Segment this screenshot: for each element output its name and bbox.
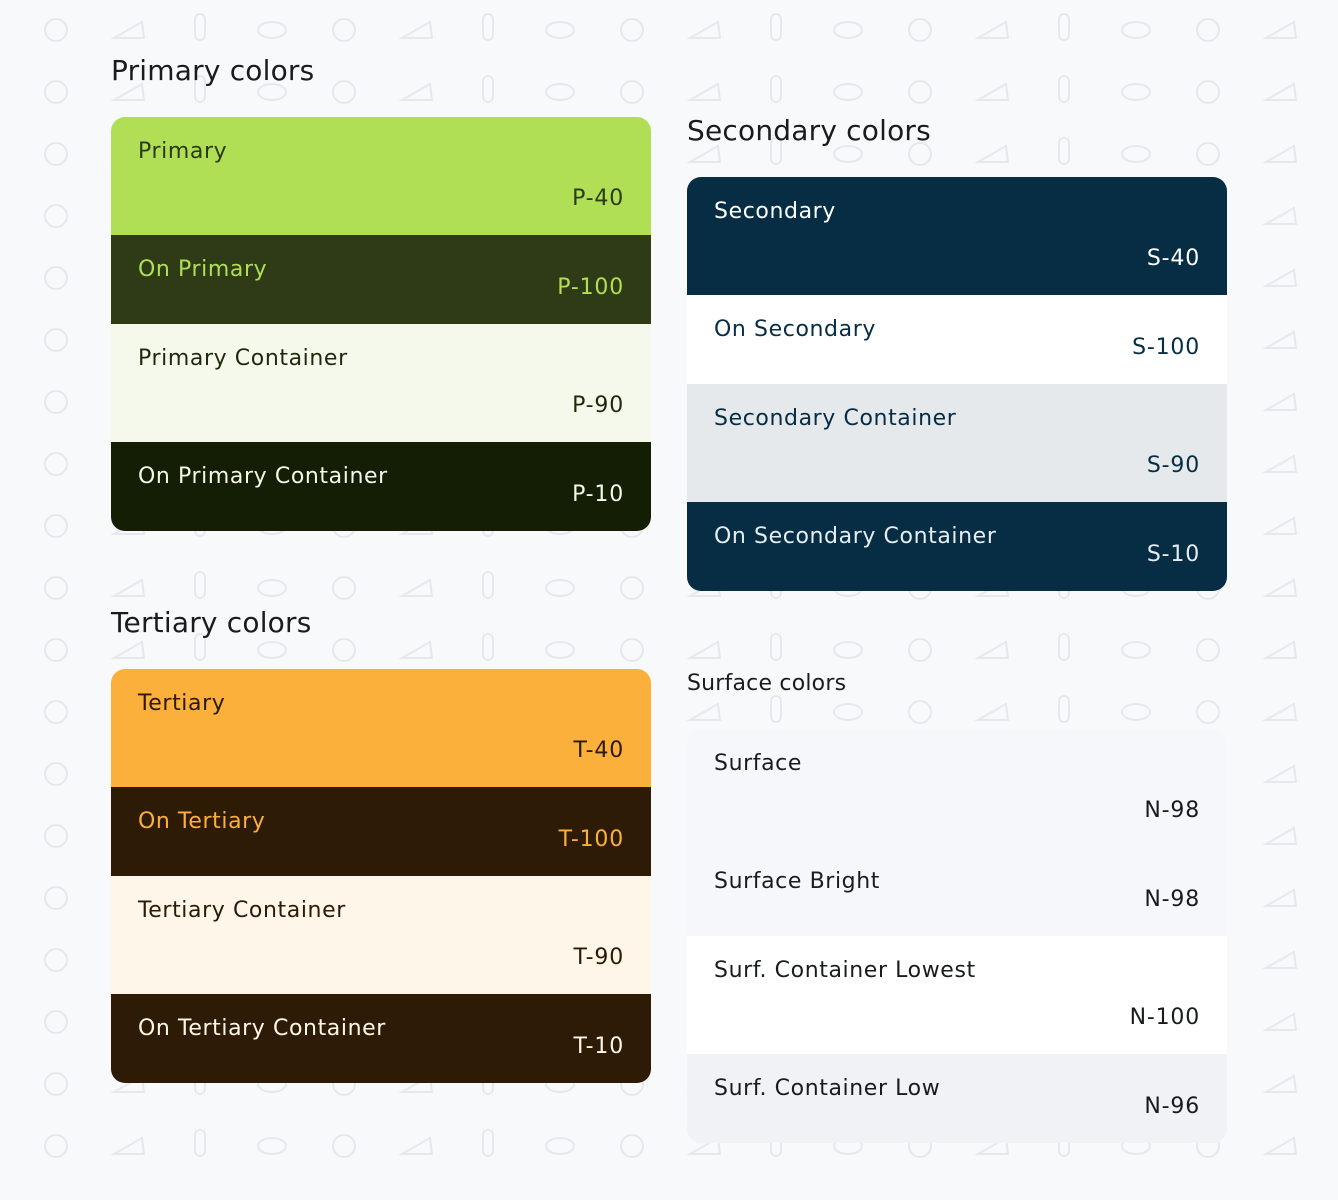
swatch-tone: T-100: [558, 827, 624, 852]
swatch-label: On Secondary: [714, 317, 876, 342]
swatch-tone: N-96: [1144, 1094, 1200, 1119]
swatch-tone: P-10: [572, 482, 624, 507]
swatch-on-tertiary-container[interactable]: On Tertiary Container T-10: [111, 994, 651, 1083]
swatch-tone: S-100: [1132, 335, 1200, 360]
primary-colors-title: Primary colors: [111, 54, 315, 87]
swatch-label: Secondary: [714, 199, 836, 224]
swatch-label: On Primary Container: [138, 464, 388, 489]
swatch-tone: S-90: [1146, 453, 1200, 478]
swatch-primary-container[interactable]: Primary Container P-90: [111, 324, 651, 442]
swatch-surface-bright[interactable]: Surface Bright N-98: [687, 847, 1227, 936]
swatch-surface-container-lowest[interactable]: Surf. Container Lowest N-100: [687, 936, 1227, 1054]
swatch-tone: T-10: [573, 1034, 624, 1059]
swatch-tone: N-98: [1144, 887, 1200, 912]
secondary-palette: Secondary S-40 On Secondary S-100 Second…: [687, 177, 1227, 591]
swatch-tone: S-40: [1146, 246, 1200, 271]
swatch-tone: N-98: [1144, 798, 1200, 823]
swatch-on-primary-container[interactable]: On Primary Container P-10: [111, 442, 651, 531]
swatch-secondary-container[interactable]: Secondary Container S-90: [687, 384, 1227, 502]
swatch-label: Tertiary: [138, 691, 226, 716]
swatch-label: Surface Bright: [714, 869, 880, 894]
swatch-on-primary[interactable]: On Primary P-100: [111, 235, 651, 324]
swatch-tone: P-90: [572, 393, 624, 418]
swatch-secondary[interactable]: Secondary S-40: [687, 177, 1227, 295]
swatch-surface[interactable]: Surface N-98: [687, 729, 1227, 847]
swatch-label: Tertiary Container: [138, 898, 346, 923]
swatch-tone: T-90: [573, 945, 624, 970]
swatch-label: On Tertiary Container: [138, 1016, 386, 1041]
swatch-label: Surf. Container Lowest: [714, 958, 976, 983]
swatch-tertiary[interactable]: Tertiary T-40: [111, 669, 651, 787]
swatch-label: On Tertiary: [138, 809, 266, 834]
swatch-label: Secondary Container: [714, 406, 957, 431]
swatch-on-secondary[interactable]: On Secondary S-100: [687, 295, 1227, 384]
swatch-surface-container-low[interactable]: Surf. Container Low N-96: [687, 1054, 1227, 1143]
swatch-tertiary-container[interactable]: Tertiary Container T-90: [111, 876, 651, 994]
swatch-tone: P-100: [557, 275, 624, 300]
primary-palette: Primary P-40 On Primary P-100 Primary Co…: [111, 117, 651, 531]
swatch-primary[interactable]: Primary P-40: [111, 117, 651, 235]
swatch-label: Surface: [714, 751, 803, 776]
swatch-tone: T-40: [573, 738, 624, 763]
swatch-label: On Primary: [138, 257, 268, 282]
swatch-label: On Secondary Container: [714, 524, 997, 549]
swatch-label: Surf. Container Low: [714, 1076, 941, 1101]
swatch-tone: P-40: [572, 186, 624, 211]
swatch-on-secondary-container[interactable]: On Secondary Container S-10: [687, 502, 1227, 591]
secondary-colors-title: Secondary colors: [687, 114, 931, 147]
tertiary-colors-title: Tertiary colors: [111, 606, 312, 639]
swatch-label: Primary: [138, 139, 228, 164]
tertiary-palette: Tertiary T-40 On Tertiary T-100 Tertiary…: [111, 669, 651, 1083]
swatch-tone: N-100: [1129, 1005, 1200, 1030]
swatch-tone: S-10: [1146, 542, 1200, 567]
swatch-on-tertiary[interactable]: On Tertiary T-100: [111, 787, 651, 876]
swatch-label: Primary Container: [138, 346, 348, 371]
surface-palette: Surface N-98 Surface Bright N-98 Surf. C…: [687, 729, 1227, 1143]
surface-colors-title: Surface colors: [687, 671, 847, 696]
